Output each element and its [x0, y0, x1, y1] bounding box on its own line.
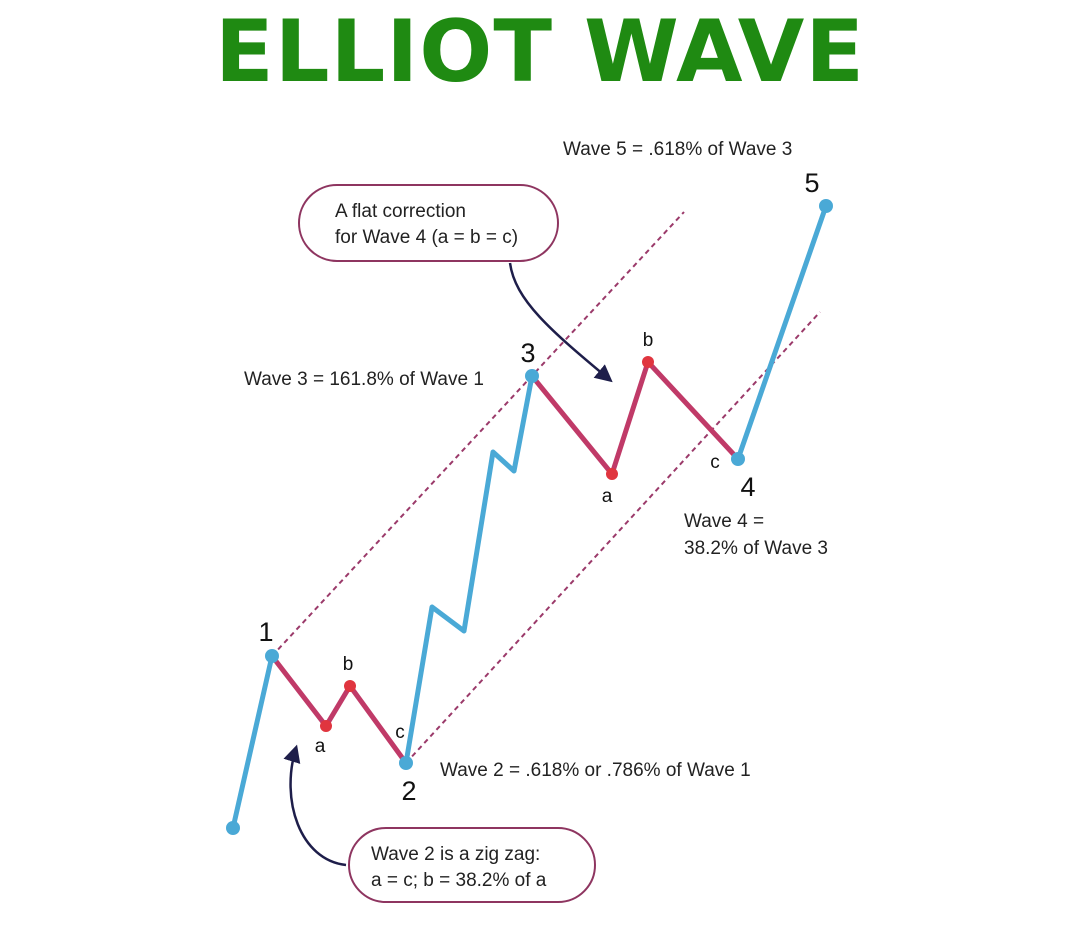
- flat-correction-callout-line2: for Wave 4 (a = b = c): [335, 227, 518, 248]
- zigzag-callout-box: [348, 827, 596, 903]
- wave-2-zigzag-line: [270, 654, 409, 765]
- zigzag-arrow: [283, 744, 347, 867]
- wave-3-annotation: Wave 3 = 161.8% of Wave 1: [244, 369, 484, 390]
- wave-3-node: [525, 369, 539, 383]
- wave-1-label: 1: [258, 617, 273, 647]
- page-title: ELLIOT WAVE: [214, 2, 866, 102]
- wave-4-annotation-line1: Wave 4 =: [684, 511, 764, 532]
- start-node: [226, 821, 240, 835]
- wave-1-node: [265, 649, 279, 663]
- wave-2-label: 2: [401, 776, 416, 806]
- wave-2-b-label: b: [343, 654, 354, 675]
- wave-4-a-node: [606, 468, 618, 480]
- flat-correction-callout-line1: A flat correction: [335, 201, 466, 222]
- wave-2-b-node: [344, 680, 356, 692]
- wave-2-annotation: Wave 2 = .618% or .786% of Wave 1: [440, 760, 751, 781]
- wave-5-label: 5: [804, 168, 819, 198]
- wave-5-annotation: Wave 5 = .618% of Wave 3: [563, 139, 792, 160]
- wave-2-a-label: a: [315, 736, 326, 757]
- wave-4-b-node: [642, 356, 654, 368]
- zigzag-callout: Wave 2 is a zig zag: a = c; b = 38.2% of…: [348, 827, 596, 903]
- wave-2-c-label: c: [395, 722, 405, 743]
- flat-correction-arrow: [508, 262, 613, 383]
- wave-1-line: [230, 655, 275, 829]
- wave-4-flat-line: [530, 359, 740, 477]
- channel-lower-line: [405, 311, 821, 764]
- flat-correction-callout: A flat correction for Wave 4 (a = b = c): [298, 184, 559, 262]
- zigzag-callout-line1: Wave 2 is a zig zag:: [371, 844, 540, 865]
- wave-4-node: [731, 452, 745, 466]
- wave-4-b-label: b: [643, 330, 654, 351]
- wave-4-label: 4: [740, 472, 755, 502]
- flat-correction-callout-box: [298, 184, 559, 262]
- wave-4-c-label: c: [710, 452, 720, 473]
- wave-2-a-node: [320, 720, 332, 732]
- wave-3-line: [403, 375, 535, 764]
- wave-2-node: [399, 756, 413, 770]
- zigzag-callout-line2: a = c; b = 38.2% of a: [371, 870, 547, 891]
- wave-5-node: [819, 199, 833, 213]
- wave-3-label: 3: [520, 338, 535, 368]
- wave-4-annotation-line2: 38.2% of Wave 3: [684, 538, 828, 559]
- channel-upper-line: [271, 211, 685, 657]
- wave-5-line: [735, 205, 829, 460]
- wave-4-a-label: a: [602, 486, 613, 507]
